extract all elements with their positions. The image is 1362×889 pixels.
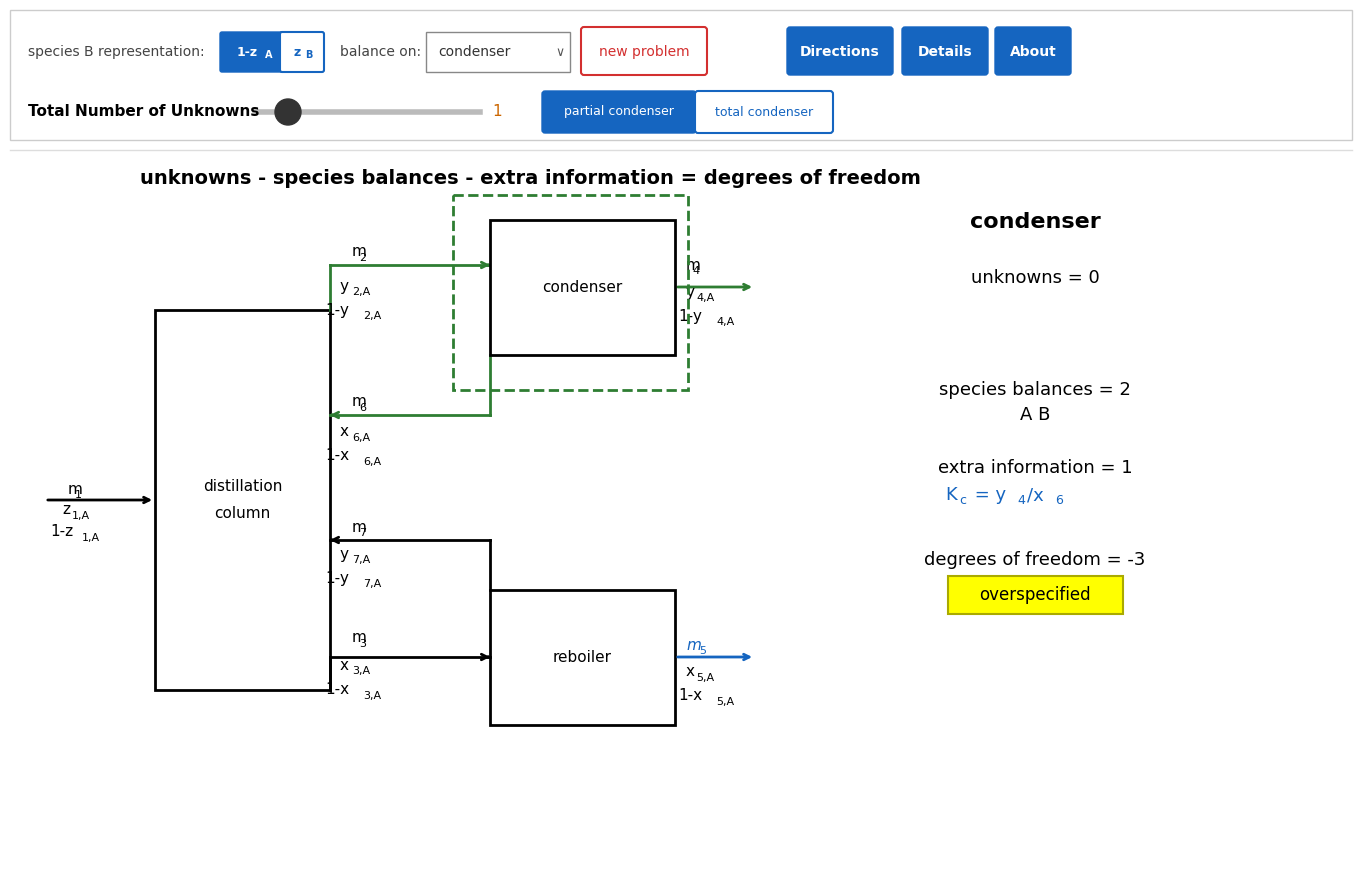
Text: 7,A: 7,A	[364, 579, 381, 589]
Text: 2: 2	[358, 253, 366, 263]
Text: Total Number of Unknowns: Total Number of Unknowns	[29, 105, 259, 119]
Text: About: About	[1009, 45, 1057, 59]
Text: y: y	[340, 547, 349, 562]
Text: 6,A: 6,A	[364, 457, 381, 467]
Text: Directions: Directions	[799, 45, 880, 59]
Bar	[948, 576, 1124, 614]
Text: m: m	[351, 519, 366, 534]
FancyBboxPatch shape	[221, 32, 285, 72]
FancyBboxPatch shape	[996, 27, 1071, 75]
FancyBboxPatch shape	[787, 27, 893, 75]
Text: 6: 6	[1056, 493, 1062, 507]
Bar	[490, 220, 676, 355]
Text: /x: /x	[1027, 486, 1043, 504]
Text: 3: 3	[358, 639, 366, 649]
FancyBboxPatch shape	[582, 27, 707, 75]
Text: z: z	[294, 45, 301, 59]
Circle shape	[275, 99, 301, 125]
Text: 3,A: 3,A	[364, 691, 381, 701]
Text: m: m	[351, 630, 366, 645]
Text: 1-z: 1-z	[50, 525, 74, 540]
Text: B: B	[305, 50, 312, 60]
Text: 1: 1	[75, 490, 82, 500]
FancyBboxPatch shape	[281, 32, 324, 72]
Text: unknowns = 0: unknowns = 0	[971, 269, 1099, 287]
Text: 1-x: 1-x	[326, 683, 349, 698]
Text: 1-y: 1-y	[326, 571, 349, 586]
Text: overspecified: overspecified	[979, 586, 1091, 604]
Text: unknowns - species balances - extra information = degrees of freedom: unknowns - species balances - extra info…	[139, 169, 921, 188]
Text: 7: 7	[358, 528, 366, 538]
Bar	[10, 10, 1352, 140]
Text: species B representation:: species B representation:	[29, 45, 204, 59]
FancyBboxPatch shape	[902, 27, 987, 75]
Text: 1-x: 1-x	[326, 448, 349, 463]
Text: m: m	[686, 637, 701, 653]
Text: 5,A: 5,A	[716, 697, 734, 707]
Text: new problem: new problem	[599, 45, 689, 59]
Text: m: m	[68, 482, 83, 496]
Text: 5: 5	[699, 646, 706, 656]
Text: 4,A: 4,A	[696, 293, 714, 303]
Text: partial condenser: partial condenser	[564, 106, 674, 118]
Text: x: x	[340, 425, 349, 439]
FancyBboxPatch shape	[426, 32, 571, 72]
Text: 1-y: 1-y	[326, 302, 349, 317]
FancyBboxPatch shape	[542, 91, 696, 133]
Text: x: x	[340, 658, 349, 672]
Text: 4: 4	[1017, 493, 1024, 507]
Text: 4,A: 4,A	[716, 317, 734, 327]
Text: 1,A: 1,A	[82, 533, 101, 543]
Text: degrees of freedom = -3: degrees of freedom = -3	[925, 551, 1145, 569]
Text: condenser: condenser	[542, 280, 622, 295]
Text: K: K	[945, 486, 956, 504]
Text: 1-x: 1-x	[678, 688, 703, 703]
Text: 1,A: 1,A	[72, 511, 90, 521]
Text: = y: = y	[968, 486, 1007, 504]
Text: 6: 6	[358, 403, 366, 413]
Bar	[490, 590, 676, 725]
Text: 7,A: 7,A	[351, 555, 370, 565]
Text: distillation
column: distillation column	[203, 479, 282, 521]
Text: condenser: condenser	[439, 45, 511, 59]
Text: 2,A: 2,A	[351, 287, 370, 297]
Text: reboiler: reboiler	[553, 650, 612, 665]
Text: y: y	[686, 284, 695, 300]
Text: extra information = 1: extra information = 1	[937, 459, 1132, 477]
Text: ∨: ∨	[554, 45, 564, 59]
Text: total condenser: total condenser	[715, 106, 813, 118]
Text: Details: Details	[918, 45, 972, 59]
Text: 6,A: 6,A	[351, 433, 370, 443]
Text: balance on:: balance on:	[340, 45, 421, 59]
Text: 1-z: 1-z	[237, 45, 259, 59]
Text: m: m	[351, 395, 366, 410]
Text: m: m	[351, 244, 366, 260]
Text: 1: 1	[492, 105, 501, 119]
Text: c: c	[959, 493, 966, 507]
Text: A B: A B	[1020, 406, 1050, 424]
Text: y: y	[340, 278, 349, 293]
Text: m: m	[686, 258, 701, 273]
Text: 1-y: 1-y	[678, 308, 701, 324]
Text: 3,A: 3,A	[351, 666, 370, 676]
Text: 5,A: 5,A	[696, 673, 714, 683]
Text: x: x	[686, 664, 695, 679]
Bar	[454, 195, 688, 390]
Text: species balances = 2: species balances = 2	[938, 381, 1130, 399]
Text: 4: 4	[693, 266, 700, 276]
Text: 2,A: 2,A	[364, 311, 381, 321]
Text: condenser: condenser	[970, 212, 1100, 232]
FancyBboxPatch shape	[695, 91, 834, 133]
Bar	[155, 310, 330, 690]
Text: A: A	[266, 50, 272, 60]
Text: z: z	[63, 502, 69, 517]
